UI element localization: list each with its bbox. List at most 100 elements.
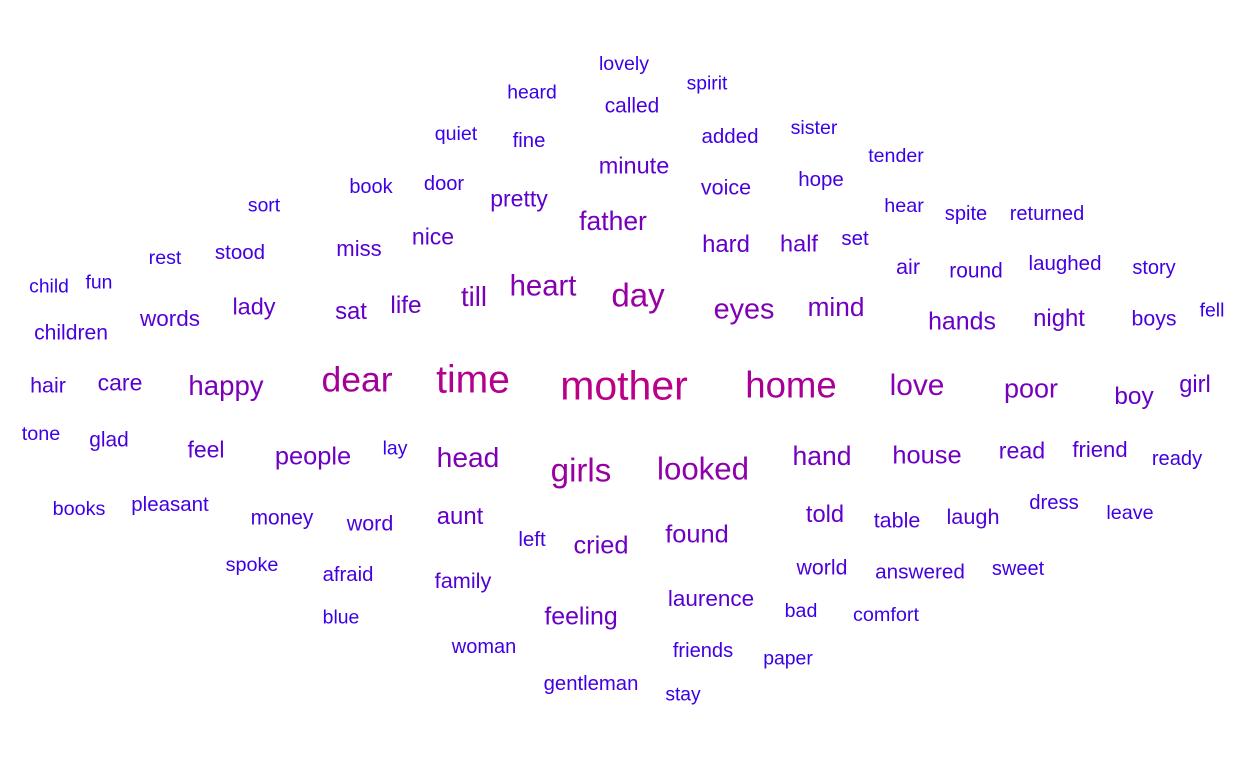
word-words: words <box>139 305 201 331</box>
word-pretty: pretty <box>490 185 548 212</box>
word-friends: friends <box>672 639 734 662</box>
word-hope: hope <box>798 167 844 191</box>
word-time: time <box>436 358 510 402</box>
word-cried: cried <box>573 531 629 560</box>
word-miss: miss <box>336 235 382 261</box>
word-fun: fun <box>85 271 113 294</box>
word-mind: mind <box>807 291 865 322</box>
word-mother: mother <box>560 362 688 409</box>
word-father: father <box>579 205 647 236</box>
word-day: day <box>611 277 665 315</box>
word-feel: feel <box>187 436 225 463</box>
word-blue: blue <box>322 606 360 629</box>
word-gentleman: gentleman <box>543 672 639 695</box>
word-voice: voice <box>700 175 752 200</box>
word-feeling: feeling <box>544 602 618 631</box>
word-money: money <box>250 506 314 530</box>
word-people: people <box>274 442 352 471</box>
word-world: world <box>796 555 848 580</box>
word-lovely: lovely <box>598 53 650 76</box>
word-home: home <box>745 364 837 406</box>
word-care: care <box>97 369 143 396</box>
word-left: left <box>518 527 546 551</box>
word-tender: tender <box>868 145 924 168</box>
word-nice: nice <box>411 223 455 250</box>
word-fine: fine <box>512 129 546 152</box>
word-sweet: sweet <box>991 558 1045 580</box>
word-set: set <box>841 226 869 250</box>
word-love: love <box>889 369 945 403</box>
word-heard: heard <box>507 81 557 104</box>
word-spirit: spirit <box>686 73 728 95</box>
word-minute: minute <box>598 152 670 179</box>
word-woman: woman <box>451 636 517 658</box>
word-added: added <box>701 124 759 148</box>
word-hand: hand <box>792 440 852 471</box>
word-ready: ready <box>1151 447 1203 470</box>
word-story: story <box>1132 257 1176 279</box>
word-hear: hear <box>884 195 924 218</box>
word-boy: boy <box>1114 382 1154 410</box>
word-pleasant: pleasant <box>131 492 209 516</box>
word-girls: girls <box>550 452 612 490</box>
word-afraid: afraid <box>322 563 374 586</box>
word-stay: stay <box>665 684 701 706</box>
word-returned: returned <box>1009 203 1085 225</box>
word-dress: dress <box>1029 491 1079 514</box>
word-dear: dear <box>321 359 393 400</box>
word-children: children <box>34 321 108 345</box>
word-hair: hair <box>30 373 66 398</box>
word-air: air <box>895 254 921 280</box>
word-rest: rest <box>148 247 182 270</box>
word-laurence: laurence <box>667 585 755 611</box>
word-night: night <box>1033 305 1085 333</box>
word-friend: friend <box>1072 436 1128 462</box>
word-quiet: quiet <box>434 123 478 146</box>
word-round: round <box>949 259 1003 283</box>
word-boys: boys <box>1131 306 1177 331</box>
word-table: table <box>873 508 921 533</box>
word-laugh: laugh <box>946 504 1000 530</box>
word-paper: paper <box>763 647 813 670</box>
word-lady: lady <box>232 293 276 320</box>
word-girl: girl <box>1179 372 1211 399</box>
word-eyes: eyes <box>713 293 775 326</box>
word-heart: heart <box>509 269 577 303</box>
word-looked: looked <box>657 451 749 487</box>
word-happy: happy <box>188 370 264 402</box>
word-sister: sister <box>790 117 838 140</box>
word-comfort: comfort <box>853 604 919 627</box>
word-hands: hands <box>928 307 996 336</box>
word-hard: hard <box>702 231 750 259</box>
word-tone: tone <box>21 423 61 446</box>
word-stood: stood <box>214 240 266 264</box>
word-aunt: aunt <box>436 503 484 531</box>
word-book: book <box>349 176 393 198</box>
word-child: child <box>29 276 69 298</box>
word-leave: leave <box>1106 502 1154 525</box>
word-glad: glad <box>89 428 129 452</box>
word-lay: lay <box>382 437 408 460</box>
word-poor: poor <box>1003 373 1059 404</box>
word-head: head <box>436 440 500 473</box>
word-answered: answered <box>875 560 965 584</box>
word-house: house <box>892 441 962 470</box>
word-bad: bad <box>784 600 818 623</box>
word-sat: sat <box>335 298 367 326</box>
word-fell: fell <box>1199 299 1225 322</box>
word-life: life <box>390 291 422 319</box>
word-family: family <box>434 568 492 594</box>
word-word: word <box>346 511 394 536</box>
word-spoke: spoke <box>225 554 279 577</box>
word-till: till <box>460 281 488 313</box>
word-half: half <box>780 230 818 257</box>
word-called: called <box>604 94 660 118</box>
word-books: books <box>52 498 106 521</box>
word-told: told <box>805 502 845 529</box>
word-door: door <box>423 172 465 195</box>
word-read: read <box>998 437 1046 464</box>
word-found: found <box>665 520 729 549</box>
word-spite: spite <box>944 202 988 225</box>
word-laughed: laughed <box>1028 251 1102 275</box>
